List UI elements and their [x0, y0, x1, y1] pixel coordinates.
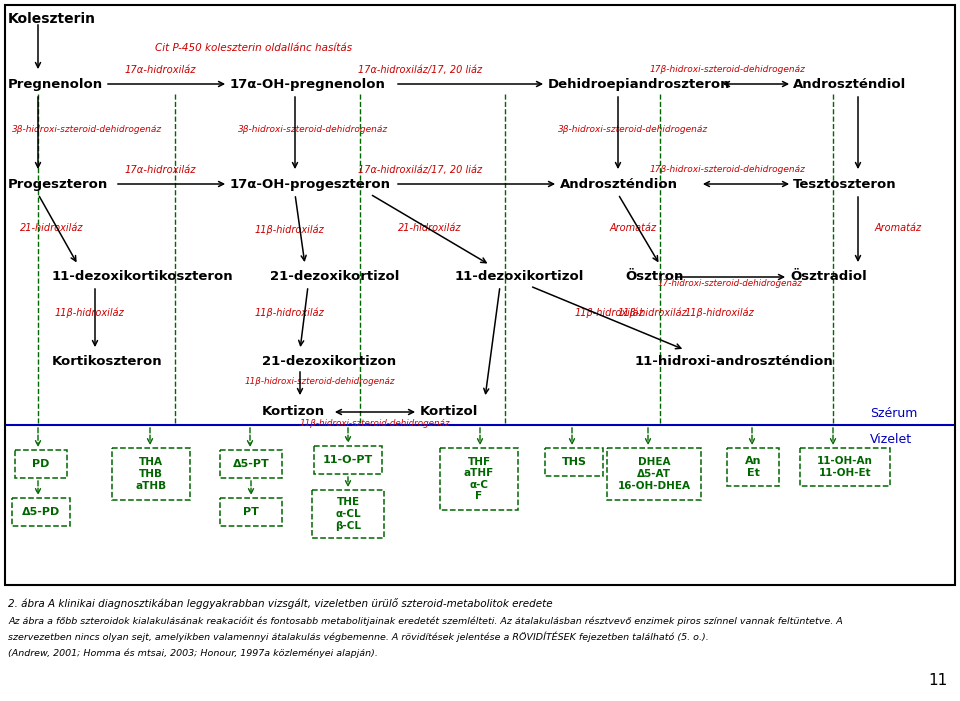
Text: 11β-hidroxi-szteroid-dehidrogenáz: 11β-hidroxi-szteroid-dehidrogenáz: [300, 419, 450, 428]
Text: 11-dezoxikortizol: 11-dezoxikortizol: [455, 270, 585, 283]
Text: 11β-hidroxiláz: 11β-hidroxiláz: [685, 308, 755, 318]
Text: Androszténdiol: Androszténdiol: [793, 78, 906, 91]
Text: 17-hidroxi-szteroid-dehidrogenáz: 17-hidroxi-szteroid-dehidrogenáz: [658, 280, 803, 289]
Bar: [15, 450, 67, 478]
Text: 11-dezoxikortikoszteron: 11-dezoxikortikoszteron: [52, 270, 233, 283]
Text: Kortikoszteron: Kortikoszteron: [52, 355, 162, 368]
Bar: [220, 498, 282, 526]
Text: 17α-hidroxiláz/17, 20 liáz: 17α-hidroxiláz/17, 20 liáz: [358, 65, 482, 75]
Text: An
Et: An Et: [745, 456, 761, 478]
Bar: [220, 450, 282, 478]
Text: Androszténdion: Androszténdion: [560, 178, 678, 191]
Text: Szérum: Szérum: [870, 407, 918, 420]
Text: 17α-OH-pregnenolon: 17α-OH-pregnenolon: [230, 78, 386, 91]
Text: 3β-hidroxi-szteroid-dehidrogenáz: 3β-hidroxi-szteroid-dehidrogenáz: [558, 125, 708, 135]
Bar: [727, 448, 779, 486]
Text: PD: PD: [33, 459, 50, 469]
Text: 21-dezoxikortizon: 21-dezoxikortizon: [262, 355, 396, 368]
Text: 17α-hidroxiláz: 17α-hidroxiláz: [124, 65, 196, 75]
Text: Vizelet: Vizelet: [870, 433, 912, 446]
Text: Dehidroepiandroszteron: Dehidroepiandroszteron: [548, 78, 731, 91]
Text: 11β-hidroxiláz: 11β-hidroxiláz: [55, 308, 125, 318]
Text: 17α-hidroxiláz/17, 20 liáz: 17α-hidroxiláz/17, 20 liáz: [358, 165, 482, 175]
Text: 11β-hidroxiláz: 11β-hidroxiláz: [255, 308, 324, 318]
Text: Aromatáz: Aromatáz: [610, 223, 658, 233]
Text: 21-hidroxiláz: 21-hidroxiláz: [20, 223, 84, 233]
Text: THA
THB
aTHB: THA THB aTHB: [135, 457, 167, 491]
Bar: [314, 446, 382, 474]
Bar: [800, 448, 890, 486]
Text: 11β-hidroxiláz: 11β-hidroxiláz: [618, 308, 687, 318]
Text: Ösztron: Ösztron: [625, 270, 684, 283]
Text: 21-dezoxikortizol: 21-dezoxikortizol: [270, 270, 399, 283]
Text: Kortizon: Kortizon: [262, 405, 325, 418]
Bar: [12, 498, 70, 526]
Text: 11β-hidroxiláz: 11β-hidroxiláz: [575, 308, 645, 318]
Text: 11: 11: [928, 673, 948, 688]
Text: Cit P-450 koleszterin oldallánc hasítás: Cit P-450 koleszterin oldallánc hasítás: [155, 43, 352, 53]
Text: 2. ábra A klinikai diagnosztikában leggyakrabban vizsgált, vizeletben ürülő szte: 2. ábra A klinikai diagnosztikában leggy…: [8, 598, 553, 609]
Text: 11β-hidroxi-szteroid-dehidrogenáz: 11β-hidroxi-szteroid-dehidrogenáz: [245, 378, 396, 386]
Bar: [112, 448, 190, 500]
Text: Kortizol: Kortizol: [420, 405, 478, 418]
Text: 17α-hidroxiláz: 17α-hidroxiláz: [124, 165, 196, 175]
Text: Aromatáz: Aromatáz: [875, 223, 923, 233]
Text: Tesztoszteron: Tesztoszteron: [793, 178, 897, 191]
Text: 11β-hidroxiláz: 11β-hidroxiláz: [255, 225, 324, 236]
Text: Δ5-PD: Δ5-PD: [22, 507, 60, 517]
Text: 3β-hidroxi-szteroid-dehidrogenáz: 3β-hidroxi-szteroid-dehidrogenáz: [238, 125, 388, 135]
Text: 11-hidroxi-androszténdion: 11-hidroxi-androszténdion: [635, 355, 833, 368]
Text: Az ábra a főbb szteroidok kialakulásának reakacióit és fontosabb metabolitjainak: Az ábra a főbb szteroidok kialakulásának…: [8, 616, 843, 625]
Text: Progeszteron: Progeszteron: [8, 178, 108, 191]
Text: 3β-hidroxi-szteroid-dehidrogenáz: 3β-hidroxi-szteroid-dehidrogenáz: [12, 125, 162, 135]
Text: Pregnenolon: Pregnenolon: [8, 78, 103, 91]
Text: 11-O-PT: 11-O-PT: [323, 455, 373, 465]
Text: Ösztradiol: Ösztradiol: [790, 270, 867, 283]
Text: 21-hidroxiláz: 21-hidroxiláz: [398, 223, 462, 233]
Bar: [607, 448, 701, 500]
Text: Δ5-PT: Δ5-PT: [232, 459, 270, 469]
Bar: [545, 448, 603, 476]
Bar: [5, 5, 955, 585]
Bar: [440, 448, 518, 510]
Text: (Andrew, 2001; Homma és mtsai, 2003; Honour, 1997a közleményei alapján).: (Andrew, 2001; Homma és mtsai, 2003; Hon…: [8, 648, 378, 658]
Text: DHEA
Δ5-AT
16-OH-DHEA: DHEA Δ5-AT 16-OH-DHEA: [617, 457, 690, 491]
Text: PT: PT: [243, 507, 259, 517]
Text: THF
aTHF
α-C
F: THF aTHF α-C F: [464, 456, 494, 501]
Text: Koleszterin: Koleszterin: [8, 12, 96, 26]
Text: 11-OH-An
11-OH-Et: 11-OH-An 11-OH-Et: [817, 456, 873, 478]
Text: 17β-hidroxi-szteroid-dehidrogenáz: 17β-hidroxi-szteroid-dehidrogenáz: [650, 65, 806, 74]
Text: 17β-hidroxi-szteroid-dehidrogenáz: 17β-hidroxi-szteroid-dehidrogenáz: [650, 165, 806, 175]
Text: THS: THS: [562, 457, 587, 467]
Bar: [312, 490, 384, 538]
Text: THE
α-CL
β-CL: THE α-CL β-CL: [335, 498, 361, 531]
Text: 17α-OH-progeszteron: 17α-OH-progeszteron: [230, 178, 391, 191]
Text: szervezetben nincs olyan sejt, amelyikben valamennyi átalakulás végbemenne. A rö: szervezetben nincs olyan sejt, amelyikbe…: [8, 632, 708, 643]
